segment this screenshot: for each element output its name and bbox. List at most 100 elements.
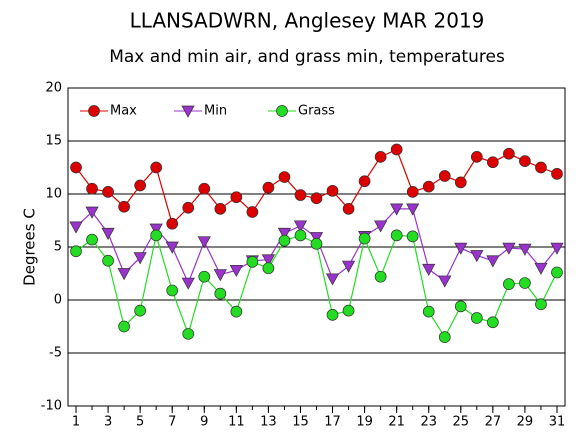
marker [438, 170, 451, 182]
marker [438, 275, 452, 288]
marker [246, 255, 259, 268]
marker [229, 264, 243, 278]
y-tick-label: 20 [45, 81, 62, 96]
x-tick-label: 23 [420, 415, 437, 430]
marker [342, 202, 355, 215]
x-tick-label: 27 [485, 415, 502, 430]
legend-label: Max [110, 104, 137, 119]
marker [502, 242, 516, 255]
marker [198, 182, 211, 195]
x-tick-label: 29 [517, 415, 534, 430]
y-axis-label: Degrees C [21, 208, 39, 286]
marker [150, 161, 163, 174]
marker [470, 312, 483, 324]
y-tick-label: 0 [54, 293, 62, 308]
marker [470, 250, 484, 263]
marker [262, 181, 275, 194]
marker [374, 220, 388, 233]
x-tick-label: 11 [228, 415, 245, 430]
marker [294, 189, 307, 201]
marker [165, 241, 179, 254]
x-tick-label: 15 [292, 415, 309, 430]
marker [454, 242, 468, 255]
marker [438, 331, 451, 343]
marker [390, 229, 403, 242]
marker [374, 270, 387, 283]
marker [325, 273, 340, 286]
series-line [75, 148, 558, 225]
marker [102, 254, 114, 267]
marker [294, 229, 307, 242]
marker [342, 304, 355, 317]
marker [277, 227, 292, 240]
y-tick-label: 15 [45, 134, 62, 149]
marker [519, 155, 531, 167]
marker [70, 245, 82, 258]
marker [518, 243, 532, 256]
marker [390, 143, 403, 156]
y-tick-label: 5 [54, 240, 62, 255]
marker [133, 252, 147, 265]
x-tick-label: 19 [356, 415, 373, 430]
legend-label: Min [204, 104, 227, 119]
x-tick-label: 13 [260, 415, 277, 430]
marker [551, 168, 563, 180]
marker [117, 268, 131, 281]
marker [422, 180, 435, 193]
marker [261, 254, 275, 267]
marker [487, 316, 499, 329]
marker [101, 227, 115, 240]
marker [503, 147, 515, 160]
marker [390, 203, 404, 216]
marker [150, 229, 163, 242]
marker [86, 182, 98, 195]
chart-subtitle: Max and min air, and grass min, temperat… [109, 47, 505, 67]
marker [309, 232, 324, 245]
x-tick-label: 31 [549, 415, 566, 430]
marker [230, 305, 243, 318]
marker [102, 186, 114, 198]
x-tick-label: 21 [388, 415, 405, 430]
marker [230, 191, 243, 204]
x-tick-label: 1 [72, 415, 80, 430]
marker [310, 237, 323, 250]
marker [182, 201, 195, 214]
y-tick-label: -5 [49, 346, 62, 361]
marker [422, 305, 435, 318]
marker [86, 233, 98, 246]
marker [166, 217, 179, 230]
marker [503, 278, 515, 290]
marker [182, 328, 195, 340]
marker [374, 151, 387, 163]
legend-marker [276, 105, 288, 117]
marker [149, 223, 163, 236]
plot-frame [67, 87, 566, 407]
marker [118, 320, 130, 333]
x-tick-label: 7 [168, 415, 176, 430]
marker [278, 171, 291, 183]
marker [470, 151, 483, 163]
marker [550, 242, 564, 255]
marker [326, 308, 339, 321]
marker [293, 220, 308, 233]
x-tick-label: 3 [104, 415, 112, 430]
x-tick-label: 25 [453, 415, 470, 430]
marker [214, 287, 227, 300]
marker [310, 192, 323, 205]
marker [454, 176, 467, 189]
marker [534, 262, 548, 275]
x-tick-label: 17 [324, 415, 341, 430]
marker [519, 277, 531, 289]
marker [246, 206, 259, 218]
marker [551, 266, 563, 279]
marker [134, 179, 146, 192]
legend-label: Grass [298, 104, 335, 119]
marker [85, 206, 99, 219]
chart-title: LLANSADWRN, Anglesey MAR 2019 [130, 9, 485, 33]
marker [454, 300, 467, 313]
marker [406, 203, 420, 216]
marker [406, 230, 419, 243]
marker [198, 270, 211, 283]
